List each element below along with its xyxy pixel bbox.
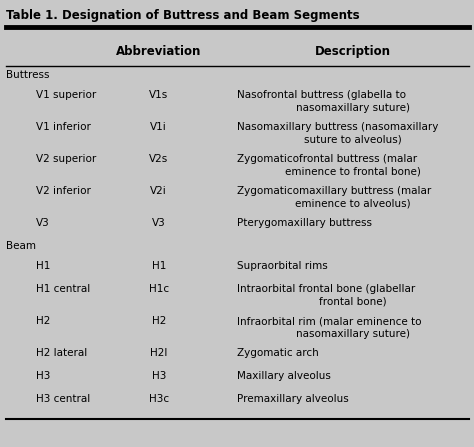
Text: H3: H3 bbox=[152, 371, 166, 381]
Text: H3: H3 bbox=[36, 371, 50, 381]
Text: H1: H1 bbox=[152, 261, 166, 271]
Text: Zygomaticofrontal buttress (malar: Zygomaticofrontal buttress (malar bbox=[237, 154, 417, 164]
Text: nasomaxillary suture): nasomaxillary suture) bbox=[296, 103, 410, 113]
Text: V1s: V1s bbox=[149, 90, 168, 100]
Text: Premaxillary alveolus: Premaxillary alveolus bbox=[237, 394, 349, 404]
Text: Infraorbital rim (malar eminence to: Infraorbital rim (malar eminence to bbox=[237, 316, 421, 326]
Text: H1c: H1c bbox=[149, 284, 169, 294]
Text: V1 superior: V1 superior bbox=[36, 90, 96, 100]
Text: Pterygomaxillary buttress: Pterygomaxillary buttress bbox=[237, 218, 372, 228]
Text: V2 superior: V2 superior bbox=[36, 154, 96, 164]
Text: Abbreviation: Abbreviation bbox=[116, 45, 201, 58]
Text: Zygomatic arch: Zygomatic arch bbox=[237, 348, 319, 358]
Text: V1i: V1i bbox=[150, 122, 167, 132]
Text: suture to alveolus): suture to alveolus) bbox=[304, 135, 402, 145]
Text: eminence to frontal bone): eminence to frontal bone) bbox=[285, 167, 421, 177]
Text: Maxillary alveolus: Maxillary alveolus bbox=[237, 371, 331, 381]
Text: V3: V3 bbox=[152, 218, 166, 228]
Text: H3c: H3c bbox=[149, 394, 169, 404]
Text: H1 central: H1 central bbox=[36, 284, 90, 294]
Text: nasomaxillary suture): nasomaxillary suture) bbox=[296, 329, 410, 339]
Text: H2l: H2l bbox=[150, 348, 167, 358]
Text: Supraorbital rims: Supraorbital rims bbox=[237, 261, 328, 271]
Text: eminence to alveolus): eminence to alveolus) bbox=[295, 199, 411, 209]
Text: H1: H1 bbox=[36, 261, 50, 271]
Text: Table 1. Designation of Buttress and Beam Segments: Table 1. Designation of Buttress and Bea… bbox=[6, 9, 359, 22]
Text: Nasofrontal buttress (glabella to: Nasofrontal buttress (glabella to bbox=[237, 90, 406, 100]
Text: H2: H2 bbox=[36, 316, 50, 326]
Text: H3 central: H3 central bbox=[36, 394, 90, 404]
Text: Zygomaticomaxillary buttress (malar: Zygomaticomaxillary buttress (malar bbox=[237, 186, 431, 196]
Text: frontal bone): frontal bone) bbox=[319, 297, 387, 307]
Text: V2s: V2s bbox=[149, 154, 168, 164]
Text: Buttress: Buttress bbox=[6, 70, 49, 80]
Text: Intraorbital frontal bone (glabellar: Intraorbital frontal bone (glabellar bbox=[237, 284, 415, 294]
Text: V2i: V2i bbox=[150, 186, 167, 196]
Text: H2: H2 bbox=[152, 316, 166, 326]
Text: V2 inferior: V2 inferior bbox=[36, 186, 91, 196]
Text: Nasomaxillary buttress (nasomaxillary: Nasomaxillary buttress (nasomaxillary bbox=[237, 122, 438, 132]
Text: V3: V3 bbox=[36, 218, 49, 228]
Text: H2 lateral: H2 lateral bbox=[36, 348, 87, 358]
Text: Description: Description bbox=[315, 45, 391, 58]
Text: V1 inferior: V1 inferior bbox=[36, 122, 91, 132]
Text: Beam: Beam bbox=[6, 241, 36, 251]
